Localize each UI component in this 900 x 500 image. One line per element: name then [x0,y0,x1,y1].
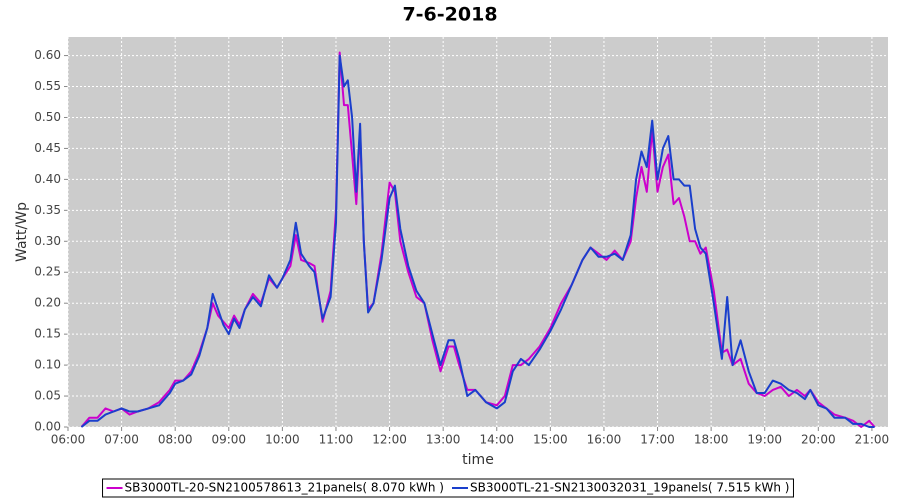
plot-area [68,37,888,427]
legend: SB3000TL-20-SN2100578613_21panels( 8.070… [102,478,794,498]
x-tick-label: 19:00 [747,433,782,447]
x-axis-title: time [462,452,494,468]
x-tick-label: 09:00 [211,433,246,447]
chart-title: 7-6-2018 [402,4,497,26]
y-tick-label: 0.45 [34,141,61,155]
y-tick-label: 0.30 [34,234,61,248]
x-tick-label: 13:00 [426,433,461,447]
x-tick-label: 14:00 [479,433,514,447]
y-tick-label: 0.50 [34,110,61,124]
x-tick-label: 21:00 [855,433,890,447]
legend-label: SB3000TL-21-SN2130032031_19panels( 7.515… [470,481,789,495]
y-tick-label: 0.10 [34,358,61,372]
legend-label: SB3000TL-20-SN2100578613_21panels( 8.070… [125,481,444,495]
x-tick-label: 07:00 [104,433,139,447]
x-tick-label: 18:00 [694,433,729,447]
x-tick-label: 12:00 [372,433,407,447]
y-tick-label: 0.25 [34,265,61,279]
y-tick-label: 0.15 [34,327,61,341]
y-axis-title: Watt/Wp [14,202,30,262]
y-tick-label: 0.60 [34,48,61,62]
x-tick-label: 20:00 [801,433,836,447]
y-tick-label: 0.00 [34,420,61,434]
y-tick-label: 0.05 [34,389,61,403]
x-tick-label: 16:00 [587,433,622,447]
x-tick-label: 10:00 [265,433,300,447]
series-line [80,54,875,428]
y-tick-label: 0.40 [34,172,61,186]
x-tick-label: 06:00 [51,433,86,447]
x-tick-label: 08:00 [158,433,193,447]
x-tick-label: 15:00 [533,433,568,447]
series-line [80,51,876,428]
legend-box [102,478,794,498]
x-tick-label: 17:00 [640,433,675,447]
y-tick-label: 0.55 [34,79,61,93]
y-tick-label: 0.35 [34,203,61,217]
y-tick-label: 0.20 [34,296,61,310]
x-tick-label: 11:00 [319,433,354,447]
